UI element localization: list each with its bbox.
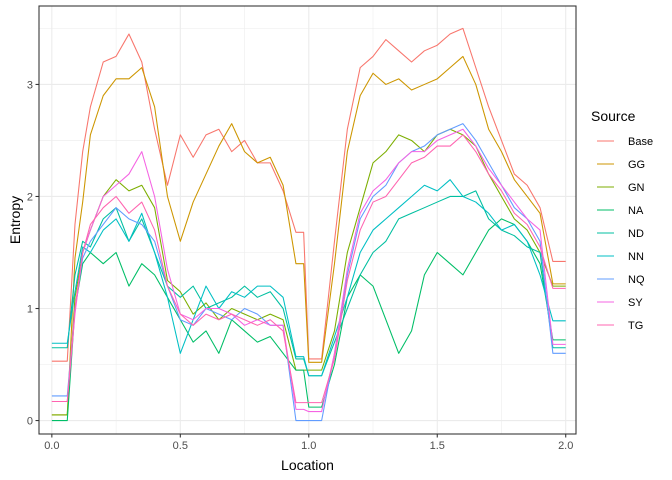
legend-label: Base xyxy=(628,136,653,148)
series-lines xyxy=(51,27,566,422)
legend-item-nq: NQ xyxy=(597,274,645,286)
y-tick-label: 3 xyxy=(27,79,33,91)
legend-item-gg: GG xyxy=(597,159,645,171)
y-tick-label: 2 xyxy=(27,191,33,203)
legend-label: SY xyxy=(628,297,643,309)
legend-item-nn: NN xyxy=(597,251,644,263)
y-axis-title: Entropy xyxy=(7,196,23,244)
y-axis: 0 1 2 3 xyxy=(27,79,39,428)
legend: Source Base GG GN NA ND NN NQ SY TG xyxy=(591,108,653,332)
legend-items: Base GG GN NA ND NN NQ SY TG xyxy=(597,136,653,332)
y-tick-label: 0 xyxy=(27,416,33,428)
legend-item-base: Base xyxy=(597,136,653,148)
x-tick-label: 1.5 xyxy=(430,440,445,452)
series-line-base xyxy=(51,27,566,362)
series-line-nq xyxy=(51,123,566,422)
legend-label: GG xyxy=(628,159,645,171)
x-axis-title: Location xyxy=(281,457,334,473)
panel-background xyxy=(39,6,576,434)
legend-item-na: NA xyxy=(597,205,644,217)
legend-label: GN xyxy=(628,182,645,194)
panel-border xyxy=(38,5,577,435)
grid-lines xyxy=(39,6,576,434)
y-tick-label: 1 xyxy=(27,304,33,316)
x-axis: 0.0 0.5 1.0 1.5 2.0 xyxy=(44,434,573,452)
series-line-nn xyxy=(51,179,566,377)
series-line-sy xyxy=(51,128,566,413)
series-line-tg xyxy=(51,134,566,404)
plot-panel xyxy=(38,5,577,435)
x-tick-label: 0.5 xyxy=(173,440,188,452)
legend-label: TG xyxy=(628,320,643,332)
series-line-na xyxy=(51,218,566,422)
legend-label: NQ xyxy=(628,274,645,286)
legend-title: Source xyxy=(591,108,636,124)
x-tick-label: 1.0 xyxy=(301,440,316,452)
series-line-gg xyxy=(51,55,566,416)
x-tick-label: 0.0 xyxy=(44,440,59,452)
legend-item-gn: GN xyxy=(597,182,645,194)
legend-item-tg: TG xyxy=(597,320,643,332)
legend-item-nd: ND xyxy=(597,228,644,240)
x-tick-label: 2.0 xyxy=(558,440,573,452)
legend-label: NA xyxy=(628,205,644,217)
legend-item-sy: SY xyxy=(597,297,643,309)
legend-label: NN xyxy=(628,251,644,263)
legend-label: ND xyxy=(628,228,644,240)
